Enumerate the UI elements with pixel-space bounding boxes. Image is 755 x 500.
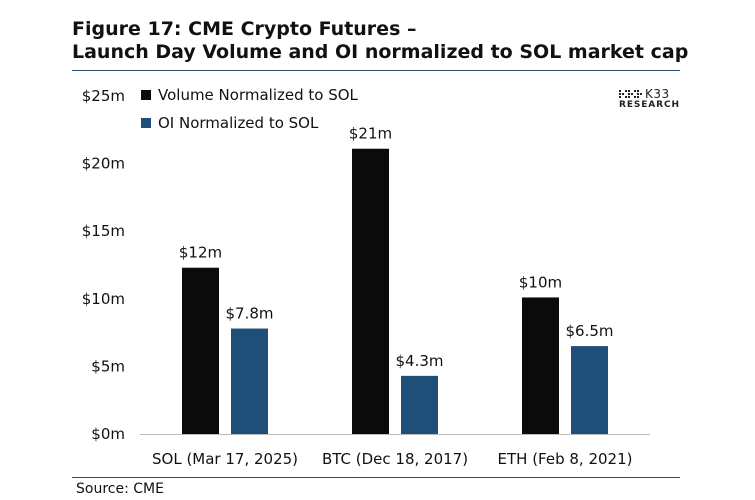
legend-swatch bbox=[141, 90, 151, 100]
x-tick-label: BTC (Dec 18, 2017) bbox=[322, 450, 468, 468]
bar-volume bbox=[352, 148, 389, 434]
logo-name: K33 bbox=[645, 87, 670, 101]
source-note: Source: CME bbox=[76, 481, 164, 497]
y-tick-label: $15m bbox=[82, 222, 125, 240]
data-label: $4.3m bbox=[395, 352, 443, 370]
data-label: $12m bbox=[179, 244, 222, 262]
k33-research-logo: K33 RESEARCH bbox=[619, 87, 681, 114]
title-line-1: Figure 17: CME Crypto Futures – bbox=[72, 18, 417, 40]
title-rule bbox=[72, 70, 680, 71]
data-label: $10m bbox=[519, 273, 562, 291]
y-tick-label: $10m bbox=[82, 290, 125, 308]
bar-oi bbox=[401, 375, 438, 434]
footer-rule bbox=[72, 477, 680, 478]
legend-label: Volume Normalized to SOL bbox=[158, 86, 359, 104]
x-tick-label: SOL (Mar 17, 2025) bbox=[152, 450, 298, 468]
bar-oi bbox=[571, 346, 608, 434]
data-label: $7.8m bbox=[225, 305, 273, 323]
data-label: $21m bbox=[349, 125, 392, 143]
bar-volume bbox=[522, 297, 559, 434]
y-tick-label: $25m bbox=[82, 87, 125, 105]
data-label: $6.5m bbox=[565, 322, 613, 340]
y-tick-label: $20m bbox=[82, 155, 125, 173]
x-tick-label: ETH (Feb 8, 2021) bbox=[498, 450, 633, 468]
y-tick-label: $0m bbox=[91, 425, 125, 443]
legend-label: OI Normalized to SOL bbox=[158, 114, 319, 132]
bar-oi bbox=[231, 328, 268, 434]
k33-dots-icon bbox=[619, 90, 642, 98]
legend-swatch bbox=[141, 118, 151, 128]
logo-subtitle: RESEARCH bbox=[619, 100, 680, 110]
y-tick-label: $5m bbox=[91, 357, 125, 375]
title-line-2: Launch Day Volume and OI normalized to S… bbox=[72, 41, 689, 63]
chart-title: Figure 17: CME Crypto Futures – Launch D… bbox=[72, 18, 732, 64]
bar-volume bbox=[182, 267, 219, 434]
